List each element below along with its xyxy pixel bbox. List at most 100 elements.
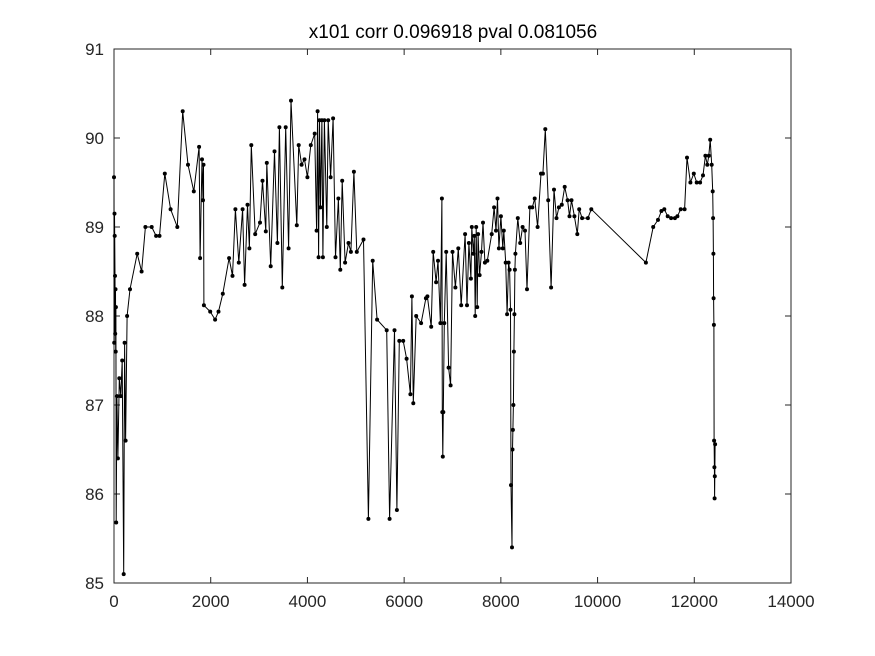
data-point bbox=[711, 251, 716, 256]
data-point bbox=[456, 246, 461, 251]
data-point bbox=[175, 225, 180, 229]
data-point bbox=[125, 314, 130, 318]
data-point bbox=[425, 294, 430, 299]
data-point bbox=[318, 205, 323, 210]
data-point bbox=[659, 209, 664, 213]
data-point bbox=[401, 338, 406, 343]
data-point bbox=[299, 162, 304, 167]
data-point bbox=[510, 545, 514, 550]
data-point bbox=[392, 328, 397, 333]
data-point bbox=[348, 249, 353, 254]
data-point bbox=[712, 496, 717, 501]
data-point bbox=[554, 216, 559, 221]
data-point bbox=[572, 214, 577, 219]
data-point bbox=[510, 447, 515, 452]
data-point bbox=[114, 394, 119, 399]
x-tick-label: 12000 bbox=[671, 592, 718, 611]
data-point bbox=[450, 249, 455, 254]
data-point bbox=[506, 260, 511, 265]
data-point bbox=[489, 232, 494, 237]
data-point bbox=[186, 162, 190, 167]
data-point bbox=[123, 438, 128, 443]
data-point bbox=[466, 241, 471, 245]
data-point bbox=[414, 314, 419, 318]
data-point bbox=[394, 508, 399, 512]
data-point bbox=[434, 280, 439, 285]
x-tick-label: 8000 bbox=[482, 592, 520, 611]
data-point bbox=[472, 233, 477, 238]
data-point bbox=[706, 153, 711, 158]
data-point bbox=[149, 225, 154, 229]
data-point bbox=[263, 229, 268, 234]
data-point bbox=[474, 225, 479, 229]
data-point bbox=[575, 232, 580, 237]
data-point bbox=[139, 269, 144, 274]
data-point bbox=[496, 246, 501, 251]
data-point bbox=[710, 189, 715, 194]
data-point bbox=[128, 287, 132, 292]
data-point bbox=[520, 225, 525, 229]
data-point bbox=[328, 175, 333, 180]
data-point bbox=[404, 356, 409, 361]
data-point bbox=[242, 282, 247, 287]
data-point bbox=[247, 246, 252, 251]
data-point bbox=[113, 349, 118, 354]
data-point bbox=[135, 251, 140, 256]
data-point bbox=[439, 196, 444, 201]
data-point bbox=[669, 216, 674, 221]
data-point bbox=[113, 331, 118, 336]
x-tick-label: 0 bbox=[109, 592, 118, 611]
data-point bbox=[312, 131, 317, 136]
data-point bbox=[316, 255, 321, 260]
data-point bbox=[260, 178, 265, 183]
data-point bbox=[429, 324, 434, 329]
data-point bbox=[258, 220, 262, 225]
data-point bbox=[585, 216, 590, 221]
data-point bbox=[510, 427, 515, 432]
data-point bbox=[233, 207, 238, 212]
data-point bbox=[411, 401, 416, 406]
data-point bbox=[419, 321, 424, 326]
data-point bbox=[326, 118, 331, 123]
x-tick-label: 6000 bbox=[385, 592, 423, 611]
data-point bbox=[122, 340, 127, 345]
data-point bbox=[685, 155, 689, 160]
data-point bbox=[112, 340, 117, 345]
data-point bbox=[580, 216, 585, 221]
data-point bbox=[296, 143, 301, 148]
data-point bbox=[264, 160, 269, 165]
data-point bbox=[320, 255, 325, 260]
data-point bbox=[249, 143, 254, 148]
data-point bbox=[712, 465, 717, 470]
data-point bbox=[361, 237, 366, 242]
data-point bbox=[656, 217, 660, 222]
data-point bbox=[446, 365, 451, 370]
data-point bbox=[711, 296, 716, 301]
data-point bbox=[705, 162, 710, 167]
data-point bbox=[354, 249, 359, 254]
data-point bbox=[289, 98, 293, 103]
data-point bbox=[475, 305, 480, 310]
y-tick-label: 88 bbox=[85, 307, 104, 326]
data-point bbox=[157, 233, 162, 238]
data-point bbox=[277, 125, 282, 130]
data-point bbox=[280, 285, 285, 290]
data-point bbox=[701, 173, 705, 178]
data-point bbox=[208, 309, 213, 314]
data-point bbox=[688, 180, 693, 185]
data-point bbox=[308, 143, 313, 148]
data-point bbox=[662, 207, 667, 212]
data-point bbox=[408, 392, 413, 397]
data-point bbox=[113, 305, 118, 310]
data-point bbox=[236, 260, 241, 265]
data-point bbox=[200, 157, 204, 162]
data-point bbox=[120, 358, 125, 363]
data-point bbox=[121, 572, 126, 577]
data-point bbox=[112, 175, 116, 180]
data-point bbox=[397, 338, 402, 343]
data-point bbox=[643, 260, 648, 265]
data-point bbox=[216, 309, 221, 314]
data-point bbox=[523, 228, 527, 233]
data-point bbox=[473, 314, 478, 318]
data-point bbox=[468, 276, 473, 281]
